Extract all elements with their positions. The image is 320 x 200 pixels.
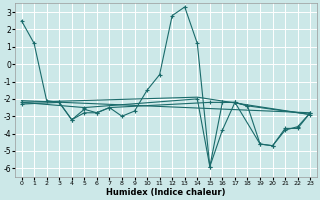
X-axis label: Humidex (Indice chaleur): Humidex (Indice chaleur)	[106, 188, 226, 197]
